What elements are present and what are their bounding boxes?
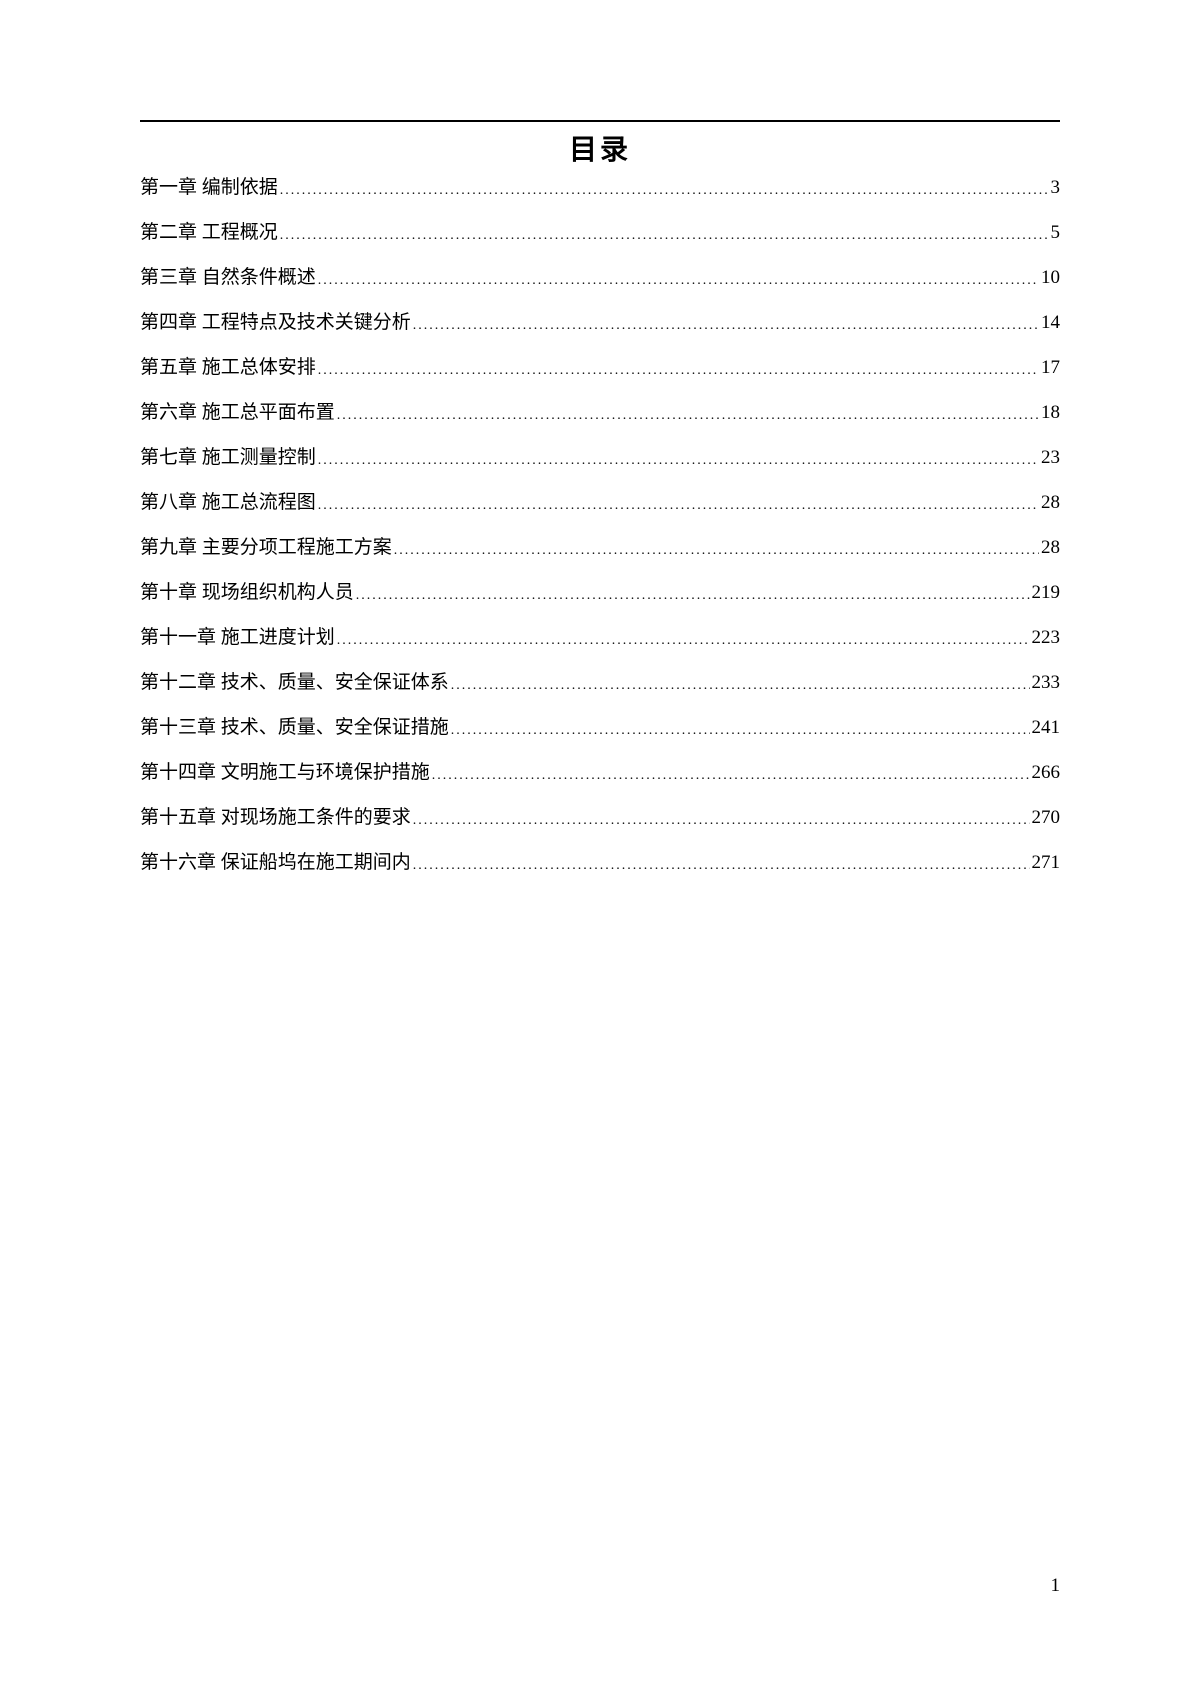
toc-page-number: 223 bbox=[1032, 627, 1061, 649]
toc-page-number: 14 bbox=[1041, 312, 1060, 334]
toc-item: 第一章 编制依据 3 bbox=[140, 172, 1060, 199]
toc-page-number: 28 bbox=[1041, 537, 1060, 559]
toc-page-number: 10 bbox=[1041, 267, 1060, 289]
toc-page-number: 28 bbox=[1041, 492, 1060, 514]
toc-item: 第三章 自然条件概述 10 bbox=[140, 262, 1060, 289]
toc-leader-dots bbox=[413, 313, 1039, 335]
toc-list: 第一章 编制依据 3 第二章 工程概况 5 第三章 自然条件概述 10 第四章 … bbox=[140, 172, 1060, 874]
toc-leader-dots bbox=[280, 178, 1049, 200]
toc-leader-dots bbox=[337, 403, 1039, 425]
toc-leader-dots bbox=[394, 538, 1039, 560]
toc-leader-dots bbox=[451, 718, 1030, 740]
toc-label: 第五章 施工总体安排 bbox=[140, 352, 316, 379]
toc-item: 第十四章 文明施工与环境保护措施 266 bbox=[140, 757, 1060, 784]
toc-item: 第九章 主要分项工程施工方案 28 bbox=[140, 532, 1060, 559]
header-rule bbox=[140, 120, 1060, 122]
toc-label: 第二章 工程概况 bbox=[140, 217, 278, 244]
toc-item: 第十章 现场组织机构人员 219 bbox=[140, 577, 1060, 604]
page-number: 1 bbox=[1051, 1575, 1061, 1597]
toc-leader-dots bbox=[337, 628, 1030, 650]
toc-page-number: 5 bbox=[1051, 222, 1061, 244]
toc-leader-dots bbox=[280, 223, 1049, 245]
toc-leader-dots bbox=[356, 583, 1030, 605]
toc-leader-dots bbox=[318, 268, 1039, 290]
toc-label: 第四章 工程特点及技术关键分析 bbox=[140, 307, 411, 334]
toc-page-number: 18 bbox=[1041, 402, 1060, 424]
toc-page-number: 219 bbox=[1032, 582, 1061, 604]
toc-label: 第十四章 文明施工与环境保护措施 bbox=[140, 757, 430, 784]
toc-page-number: 23 bbox=[1041, 447, 1060, 469]
toc-item: 第六章 施工总平面布置 18 bbox=[140, 397, 1060, 424]
toc-item: 第七章 施工测量控制 23 bbox=[140, 442, 1060, 469]
toc-item: 第十三章 技术、质量、安全保证措施 241 bbox=[140, 712, 1060, 739]
toc-item: 第十六章 保证船坞在施工期间内 271 bbox=[140, 847, 1060, 874]
toc-leader-dots bbox=[413, 853, 1030, 875]
toc-page-number: 3 bbox=[1051, 177, 1061, 199]
toc-page-number: 17 bbox=[1041, 357, 1060, 379]
document-page: 目录 第一章 编制依据 3 第二章 工程概况 5 第三章 自然条件概述 10 第… bbox=[0, 0, 1200, 1697]
toc-page-number: 266 bbox=[1032, 762, 1061, 784]
toc-leader-dots bbox=[413, 808, 1030, 830]
toc-label: 第十二章 技术、质量、安全保证体系 bbox=[140, 667, 449, 694]
toc-page-number: 233 bbox=[1032, 672, 1061, 694]
toc-item: 第十一章 施工进度计划 223 bbox=[140, 622, 1060, 649]
toc-label: 第六章 施工总平面布置 bbox=[140, 397, 335, 424]
toc-leader-dots bbox=[451, 673, 1030, 695]
toc-label: 第十五章 对现场施工条件的要求 bbox=[140, 802, 411, 829]
toc-label: 第十章 现场组织机构人员 bbox=[140, 577, 354, 604]
toc-label: 第十三章 技术、质量、安全保证措施 bbox=[140, 712, 449, 739]
toc-label: 第十一章 施工进度计划 bbox=[140, 622, 335, 649]
toc-item: 第二章 工程概况 5 bbox=[140, 217, 1060, 244]
toc-item: 第四章 工程特点及技术关键分析 14 bbox=[140, 307, 1060, 334]
toc-leader-dots bbox=[318, 448, 1039, 470]
toc-leader-dots bbox=[318, 493, 1039, 515]
toc-item: 第十五章 对现场施工条件的要求 270 bbox=[140, 802, 1060, 829]
toc-page-number: 270 bbox=[1032, 807, 1061, 829]
toc-leader-dots bbox=[318, 358, 1039, 380]
toc-label: 第一章 编制依据 bbox=[140, 172, 278, 199]
toc-label: 第九章 主要分项工程施工方案 bbox=[140, 532, 392, 559]
toc-label: 第八章 施工总流程图 bbox=[140, 487, 316, 514]
toc-title: 目录 bbox=[140, 128, 1060, 168]
toc-page-number: 271 bbox=[1032, 852, 1061, 874]
toc-page-number: 241 bbox=[1032, 717, 1061, 739]
toc-item: 第八章 施工总流程图 28 bbox=[140, 487, 1060, 514]
toc-item: 第十二章 技术、质量、安全保证体系 233 bbox=[140, 667, 1060, 694]
toc-leader-dots bbox=[432, 763, 1030, 785]
toc-label: 第十六章 保证船坞在施工期间内 bbox=[140, 847, 411, 874]
toc-label: 第七章 施工测量控制 bbox=[140, 442, 316, 469]
toc-item: 第五章 施工总体安排 17 bbox=[140, 352, 1060, 379]
toc-label: 第三章 自然条件概述 bbox=[140, 262, 316, 289]
